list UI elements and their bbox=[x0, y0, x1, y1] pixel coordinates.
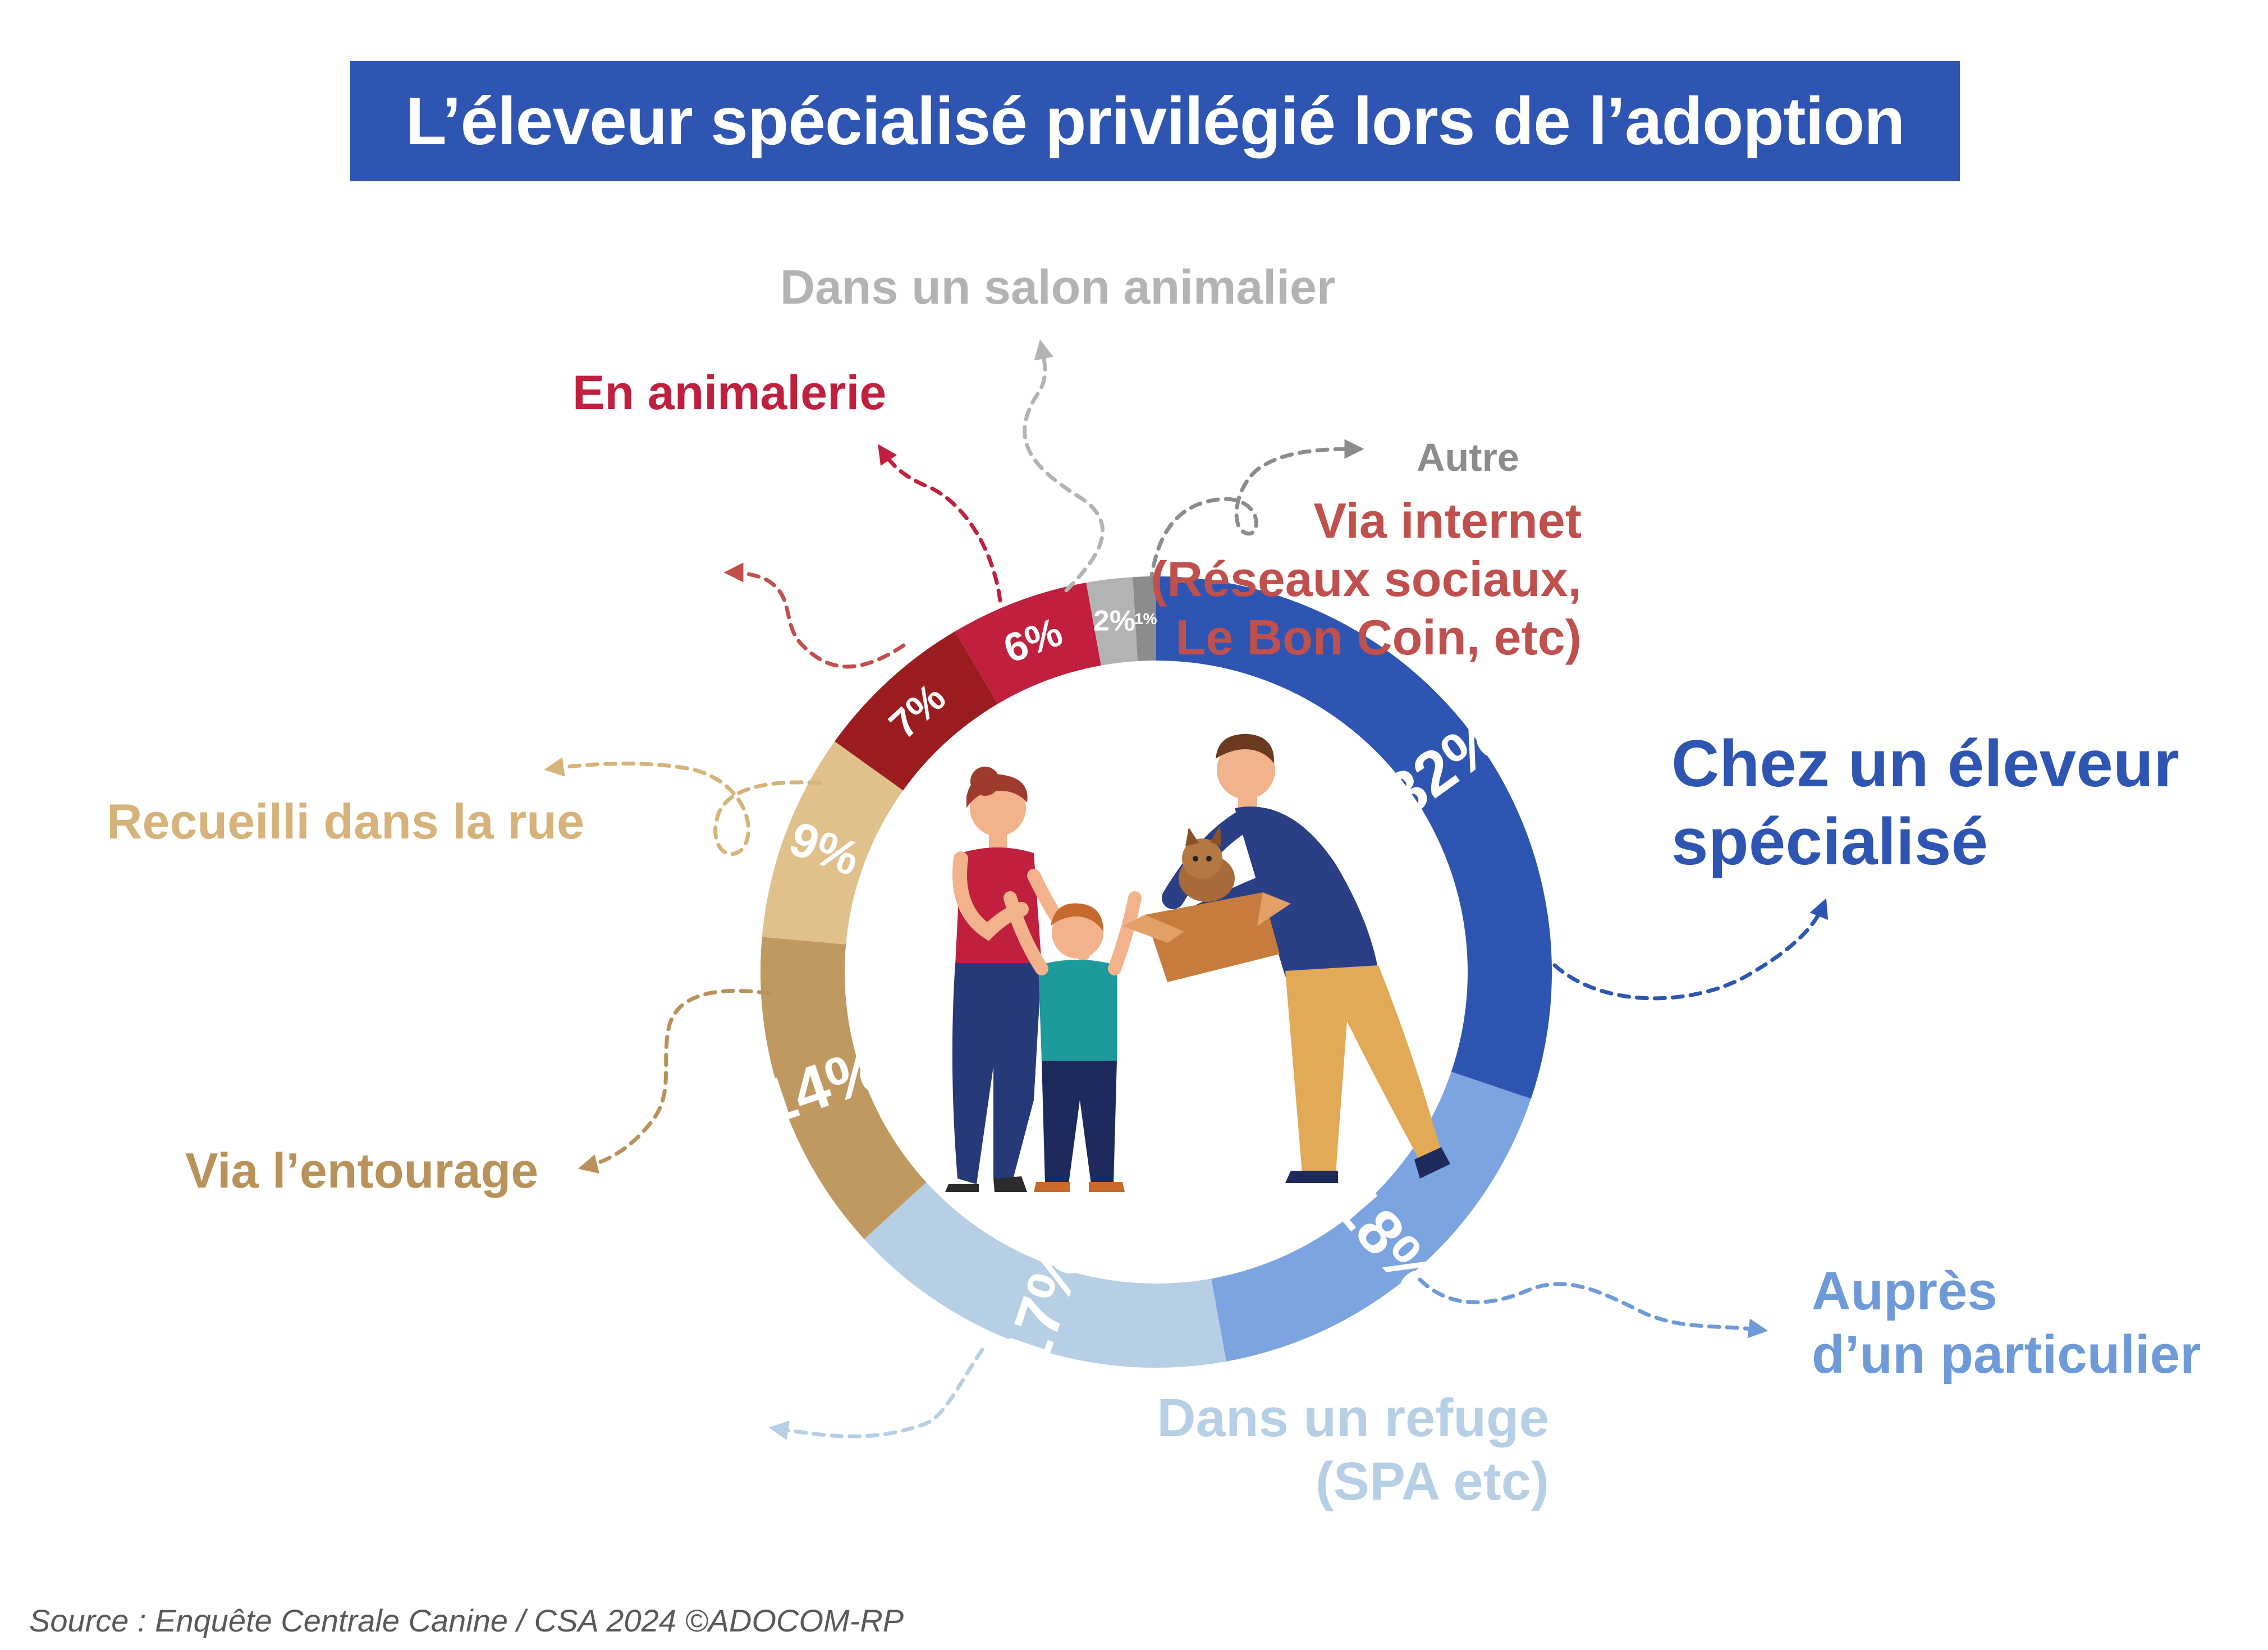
category-label-internet: Via internet (Réseaux sociaux, Le Bon Coin… bbox=[1151, 492, 1582, 666]
boy-figure bbox=[1004, 891, 1142, 1192]
connector-rue bbox=[544, 757, 822, 856]
category-label-line: Le Bon Coin, etc) bbox=[1175, 609, 1582, 665]
slice-animalerie bbox=[955, 583, 1101, 704]
connector-autre bbox=[1148, 439, 1364, 586]
label-connectors bbox=[544, 339, 1829, 1440]
slice-autre bbox=[1133, 576, 1156, 661]
category-label-line: Dans un refuge bbox=[1157, 1388, 1549, 1448]
title-banner: L’éleveur spécialisé privilégié lors de … bbox=[350, 61, 1960, 181]
category-label-line: spécialisé bbox=[1671, 805, 1988, 879]
slice-entourage bbox=[760, 937, 927, 1239]
value-label-autre: 1% bbox=[1134, 610, 1157, 627]
connector-eleveur bbox=[1552, 898, 1829, 1001]
category-label-line: Chez un éleveur bbox=[1671, 727, 2179, 801]
category-label-entourage: Via l’entourage bbox=[185, 1142, 538, 1200]
slice-rue bbox=[762, 741, 904, 945]
slice-particulier bbox=[1211, 1071, 1531, 1362]
category-label-line: (Réseaux sociaux, bbox=[1151, 551, 1582, 607]
family-adopting-puppy-illustration bbox=[945, 734, 1450, 1192]
slice-refuge bbox=[864, 1182, 1226, 1368]
connector-refuge bbox=[768, 1348, 984, 1440]
category-label-line: (SPA etc) bbox=[1315, 1451, 1549, 1512]
category-label-eleveur: Chez un éleveur spécialisé bbox=[1671, 725, 2179, 881]
slice-eleveur bbox=[1156, 576, 1552, 1099]
category-label-salon: Dans un salon animalier bbox=[780, 259, 1335, 316]
connector-internet bbox=[723, 562, 906, 669]
category-label-line: Via internet bbox=[1313, 493, 1582, 548]
category-label-line: En animalerie bbox=[572, 366, 887, 420]
connector-particulier bbox=[1418, 1277, 1768, 1339]
connector-animalerie bbox=[878, 444, 1002, 603]
slice-salon bbox=[1086, 577, 1138, 666]
donut-slices: 32%18%17%14%9%7%6% 2%1% bbox=[750, 576, 1552, 1378]
source-note: Source : Enquête Centrale Canine / CSA 2… bbox=[29, 1603, 904, 1638]
category-label-line: Recueilli dans la rue bbox=[107, 794, 584, 849]
category-label-line: Autre bbox=[1417, 436, 1519, 479]
category-label-line: Auprès bbox=[1812, 1261, 1997, 1321]
value-label-salon: 2% bbox=[1093, 604, 1135, 637]
connector-salon bbox=[1023, 339, 1105, 593]
puppy-box bbox=[1122, 825, 1291, 982]
category-label-line: Dans un salon animalier bbox=[780, 260, 1336, 314]
category-label-autre: Autre bbox=[1417, 434, 1519, 481]
category-label-line: Via l’entourage bbox=[185, 1143, 539, 1198]
category-label-refuge: Dans un refuge (SPA etc) bbox=[1157, 1386, 1549, 1514]
category-label-line: d’un particulier bbox=[1812, 1324, 2201, 1385]
category-label-particulier: Auprès d’un particulier bbox=[1812, 1259, 2201, 1387]
category-label-animalerie: En animalerie bbox=[572, 365, 886, 421]
connector-entourage bbox=[578, 988, 771, 1174]
page-title: L’éleveur spécialisé privilégié lors de … bbox=[405, 84, 1905, 159]
category-label-rue: Recueilli dans la rue bbox=[107, 792, 584, 851]
slice-internet bbox=[835, 631, 998, 791]
